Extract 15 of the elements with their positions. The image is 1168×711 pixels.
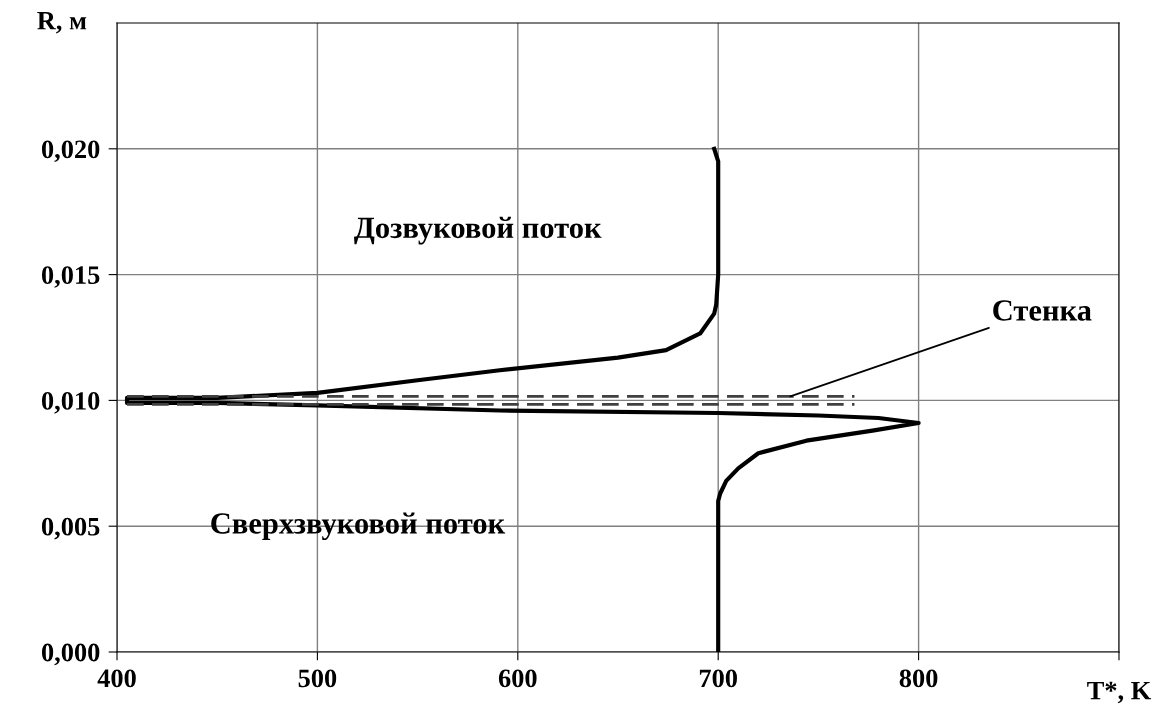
y-axis-title: R, м — [37, 12, 87, 34]
y-tick-label: 0,020 — [41, 140, 100, 163]
x-tick-label: 400 — [97, 669, 136, 688]
x-tick-label: 500 — [298, 669, 337, 688]
x-tick-label: 600 — [498, 669, 537, 688]
y-tick-label: 0,005 — [41, 517, 100, 540]
annotation: Стенка — [993, 300, 1092, 321]
annotation: Сверхзвуковой поток — [211, 512, 506, 541]
x-axis-title: T*, K — [1087, 681, 1152, 704]
annotation: Дозвуковой поток — [354, 216, 602, 245]
y-tick-label: 0,010 — [41, 392, 100, 414]
x-tick-label: 800 — [899, 669, 938, 688]
y-tick-label: 0,015 — [41, 266, 100, 288]
x-tick-label: 700 — [699, 669, 737, 688]
y-tick-label: 0,000 — [41, 643, 100, 666]
